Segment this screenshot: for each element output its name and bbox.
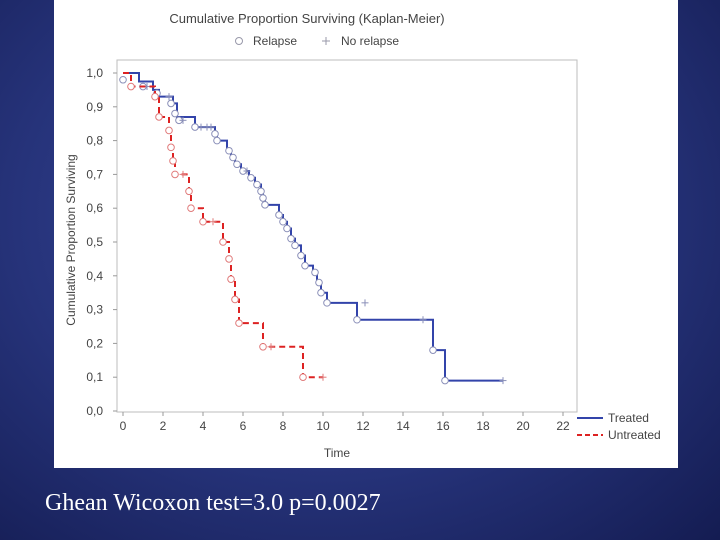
y-tick-label: 0,1 bbox=[86, 370, 103, 384]
test-result-caption: Ghean Wicoxon test=3.0 p=0.0027 bbox=[45, 490, 381, 516]
treated-relapse-marker bbox=[247, 173, 255, 182]
treated-relapse-marker bbox=[297, 251, 305, 260]
treated-relapse-marker bbox=[171, 109, 179, 118]
untreated-censored-marker bbox=[209, 218, 217, 226]
x-tick-label: 12 bbox=[356, 419, 370, 433]
marker-legend: Relapse No relapse bbox=[235, 34, 399, 48]
x-axis-label: Time bbox=[324, 446, 351, 460]
treated-relapse-marker bbox=[275, 211, 283, 219]
untreated-relapse-marker bbox=[225, 255, 233, 263]
treated-relapse-marker bbox=[315, 278, 323, 287]
no-relapse-legend-marker bbox=[322, 37, 330, 45]
treated-relapse-marker bbox=[429, 346, 437, 354]
untreated-relapse-marker bbox=[299, 373, 307, 382]
x-tick-label: 6 bbox=[240, 419, 247, 433]
untreated-relapse-marker bbox=[185, 187, 193, 196]
relapse-legend-label: Relapse bbox=[253, 34, 297, 48]
untreated-relapse-marker bbox=[171, 170, 179, 179]
y-tick-label: 0,8 bbox=[86, 134, 103, 148]
treated-relapse-marker bbox=[441, 376, 449, 385]
y-tick-label: 0,7 bbox=[86, 167, 103, 181]
untreated-relapse-marker bbox=[227, 275, 235, 283]
treated-relapse-marker bbox=[261, 201, 269, 209]
untreated-relapse-marker bbox=[127, 82, 135, 91]
y-tick-label: 1,0 bbox=[86, 66, 103, 80]
series-layer bbox=[119, 72, 507, 385]
x-axis-ticks: 0 2 4 6 8 10 12 14 16 18 20 22 bbox=[120, 412, 570, 433]
relapse-legend-marker bbox=[235, 37, 243, 45]
y-tick-label: 0,5 bbox=[86, 235, 103, 249]
treated-relapse-marker bbox=[253, 180, 261, 189]
treated-relapse-marker bbox=[353, 315, 361, 324]
x-tick-label: 22 bbox=[556, 419, 570, 433]
untreated-legend-label: Untreated bbox=[608, 428, 661, 442]
y-tick-label: 0,2 bbox=[86, 336, 103, 350]
untreated-relapse-marker bbox=[165, 126, 173, 135]
untreated-censored-marker bbox=[267, 343, 275, 351]
x-tick-label: 16 bbox=[436, 419, 450, 433]
treated-relapse-marker bbox=[119, 75, 127, 84]
treated-legend-label: Treated bbox=[608, 411, 649, 425]
y-tick-label: 0,3 bbox=[86, 303, 103, 317]
treated-relapse-marker bbox=[259, 194, 267, 202]
treated-relapse-marker bbox=[279, 217, 287, 226]
x-tick-label: 0 bbox=[120, 419, 127, 433]
treated-relapse-marker bbox=[229, 153, 237, 162]
y-axis-ticks: 0,0 0,1 0,2 0,3 0,4 0,5 0,6 0,7 0,8 0,9 1,0 bbox=[86, 66, 117, 418]
x-tick-label: 14 bbox=[396, 419, 410, 433]
treated-relapse-marker bbox=[191, 123, 199, 131]
treated-relapse-marker bbox=[257, 187, 265, 196]
treated-relapse-marker bbox=[311, 268, 319, 277]
x-tick-label: 10 bbox=[316, 419, 330, 433]
treated-relapse-marker bbox=[211, 130, 219, 138]
series-legend: Treated Untreated bbox=[577, 411, 661, 442]
treated-censored-marker bbox=[243, 167, 251, 175]
treated-censored-marker bbox=[499, 377, 507, 385]
untreated-relapse-marker bbox=[169, 157, 177, 165]
chart-title: Cumulative Proportion Surviving (Kaplan-… bbox=[169, 11, 444, 26]
y-tick-label: 0,0 bbox=[86, 404, 103, 418]
treated-relapse-marker bbox=[283, 224, 291, 233]
x-tick-label: 18 bbox=[476, 419, 490, 433]
treated-censored-marker bbox=[165, 93, 173, 101]
no-relapse-legend-label: No relapse bbox=[341, 34, 399, 48]
untreated-censored-marker bbox=[179, 170, 187, 178]
untreated-relapse-marker bbox=[187, 204, 195, 212]
untreated-censored-marker bbox=[319, 373, 327, 381]
treated-relapse-marker bbox=[323, 299, 331, 307]
x-tick-label: 8 bbox=[280, 419, 287, 433]
y-tick-label: 0,4 bbox=[86, 269, 103, 283]
treated-relapse-marker bbox=[213, 136, 221, 145]
treated-relapse-marker bbox=[225, 146, 233, 155]
treated-relapse-marker bbox=[233, 160, 241, 169]
treated-relapse-marker bbox=[167, 99, 175, 108]
y-axis-label: Cumulative Proportion Surviving bbox=[64, 154, 78, 325]
treated-relapse-marker bbox=[301, 261, 309, 270]
y-tick-label: 0,9 bbox=[86, 100, 103, 114]
untreated-relapse-marker bbox=[219, 238, 227, 246]
untreated-relapse-marker bbox=[151, 92, 159, 101]
treated-censored-marker bbox=[197, 123, 205, 131]
treated-censored-marker bbox=[361, 299, 369, 307]
treated-censored-marker bbox=[419, 316, 427, 324]
untreated-relapse-marker bbox=[155, 113, 163, 121]
untreated-relapse-marker bbox=[235, 319, 243, 327]
untreated-relapse-marker bbox=[259, 342, 267, 351]
y-tick-label: 0,6 bbox=[86, 201, 103, 215]
untreated-relapse-marker bbox=[199, 217, 207, 226]
untreated-survival-line bbox=[123, 72, 323, 379]
x-tick-label: 20 bbox=[516, 419, 530, 433]
x-tick-label: 4 bbox=[200, 419, 207, 433]
treated-relapse-marker bbox=[287, 234, 295, 243]
x-tick-label: 2 bbox=[160, 419, 167, 433]
treated-relapse-marker bbox=[291, 241, 299, 250]
untreated-relapse-marker bbox=[167, 143, 175, 152]
treated-censored-marker bbox=[179, 116, 187, 124]
chart-panel: Cumulative Proportion Surviving (Kaplan-… bbox=[54, 0, 678, 468]
plot-frame bbox=[116, 59, 578, 413]
treated-relapse-marker bbox=[317, 288, 325, 297]
untreated-relapse-marker bbox=[231, 295, 239, 304]
treated-censored-marker bbox=[207, 123, 215, 131]
km-chart: Cumulative Proportion Surviving (Kaplan-… bbox=[64, 11, 661, 460]
